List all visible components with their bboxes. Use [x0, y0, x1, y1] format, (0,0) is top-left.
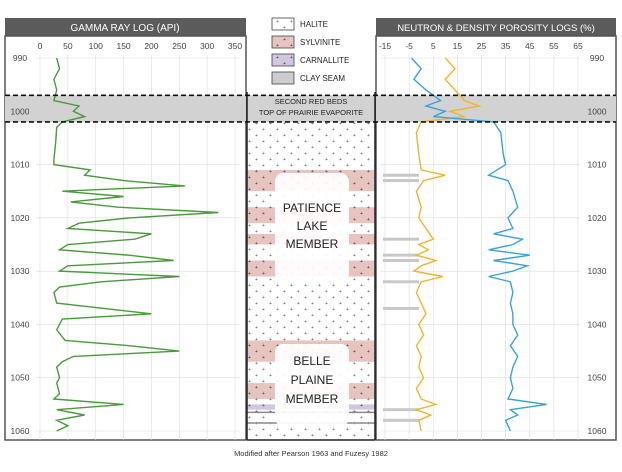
clay-seam-marker — [383, 408, 419, 412]
porosity-tick-label: 5 — [431, 41, 436, 51]
legend-label: CARNALLITE — [300, 56, 349, 65]
belle-label-1: BELLE — [293, 354, 330, 368]
gamma-clay-band — [5, 95, 246, 122]
second-red-beds-label: SECOND RED BEDS — [275, 97, 348, 106]
legend-label: HALITE — [300, 20, 328, 29]
patience-label-1: PATIENCE — [283, 201, 341, 215]
belle-plaine-box — [275, 344, 349, 426]
porosity-title: NEUTRON & DENSITY POROSITY LOGS (%) — [397, 23, 595, 34]
gamma-tick-label: 200 — [144, 41, 158, 51]
gamma-tick-label: 350 — [228, 41, 242, 51]
belle-label-3: MEMBER — [286, 392, 339, 406]
lithology-column: SECOND RED BEDS TOP OF PRAIRIE EVAPORITE… — [246, 92, 376, 441]
gamma-frame — [4, 35, 247, 441]
patience-label-2: LAKE — [297, 219, 328, 233]
neutron-porosity-curve — [412, 57, 482, 432]
gamma-depth-label: 1050 — [11, 373, 30, 383]
porosity-tick-label: 15 — [453, 41, 463, 51]
legend-label: SYLVINITE — [300, 38, 340, 47]
figure-caption: Modified after Pearson 1963 and Fuzesy 1… — [234, 449, 388, 458]
gamma-header — [5, 18, 246, 36]
clay-seam-marker — [383, 280, 419, 284]
porosity-depth-label: 1050 — [588, 373, 607, 383]
porosity-depth-label: 1030 — [588, 266, 607, 276]
porosity-depth-label: 1060 — [588, 426, 607, 436]
clay-seam-marker — [383, 306, 419, 310]
porosity-tick-label: 55 — [549, 41, 559, 51]
porosity-clay-band — [376, 95, 616, 122]
porosity-tick-label: -15 — [379, 41, 392, 51]
clay-seam-marker — [383, 418, 419, 422]
porosity-tick-label: 65 — [573, 41, 583, 51]
gamma-depth-label: 1030 — [11, 266, 30, 276]
gamma-ray-curve — [52, 57, 219, 432]
clay-seam-marker — [383, 173, 419, 177]
legend-swatch-halite — [271, 17, 295, 31]
gamma-panel: GAMMA RAY LOG (API) 0 50 100 150 200 250 300 35… — [4, 18, 247, 441]
patience-lake-box — [275, 173, 349, 281]
gamma-tick-label: 250 — [172, 41, 186, 51]
clay-seam-marker — [383, 179, 419, 183]
porosity-depth-label: 1040 — [588, 319, 607, 329]
porosity-depth-label: 990 — [590, 53, 604, 63]
lithology-clay-band — [247, 95, 375, 122]
gamma-depth-label: 990 — [13, 53, 27, 63]
gamma-tick-label: 100 — [89, 41, 103, 51]
porosity-depth-label: 1000 — [588, 106, 607, 116]
patience-label-3: MEMBER — [286, 237, 339, 251]
porosity-frame — [375, 35, 617, 441]
gamma-depth-label: 1010 — [11, 160, 30, 170]
gamma-depth-label: 1040 — [11, 319, 30, 329]
density-porosity-curve — [410, 57, 547, 432]
porosity-tick-label: 35 — [501, 41, 511, 51]
porosity-panel: NEUTRON & DENSITY POROSITY LOGS (%) -15 -… — [375, 18, 617, 441]
gamma-tick-label: 50 — [63, 41, 73, 51]
gamma-title: GAMMA RAY LOG (API) — [70, 23, 179, 34]
legend-swatch-clay-seam — [271, 71, 295, 85]
legend-swatch-sylvinite — [271, 35, 295, 49]
porosity-depth-label: 1010 — [588, 160, 607, 170]
gamma-depth-label: 1020 — [11, 213, 30, 223]
clay-seam-marker — [383, 258, 419, 262]
clay-seam-marker — [383, 253, 419, 257]
porosity-tick-label: 45 — [525, 41, 535, 51]
gamma-depth-label: 1000 — [11, 106, 30, 116]
legend-label: CLAY SEAM — [300, 74, 345, 83]
porosity-header — [376, 18, 616, 36]
porosity-tick-label: 25 — [477, 41, 487, 51]
gamma-tick-label: 0 — [38, 41, 43, 51]
legend: HALITE SYLVINITE CARNALLITE CLAY SEAM — [271, 17, 349, 85]
legend-swatch-carnallite — [271, 53, 295, 67]
prairie-evaporite-label: TOP OF PRAIRIE EVAPORITE — [259, 108, 363, 117]
gamma-tick-label: 300 — [200, 41, 214, 51]
porosity-tick-label: -5 — [405, 41, 413, 51]
gamma-tick-label: 150 — [116, 41, 130, 51]
porosity-depth-label: 1020 — [588, 213, 607, 223]
gamma-depth-label: 1060 — [11, 426, 30, 436]
clay-seam-marker — [383, 237, 419, 241]
belle-label-2: PLAINE — [291, 373, 334, 387]
